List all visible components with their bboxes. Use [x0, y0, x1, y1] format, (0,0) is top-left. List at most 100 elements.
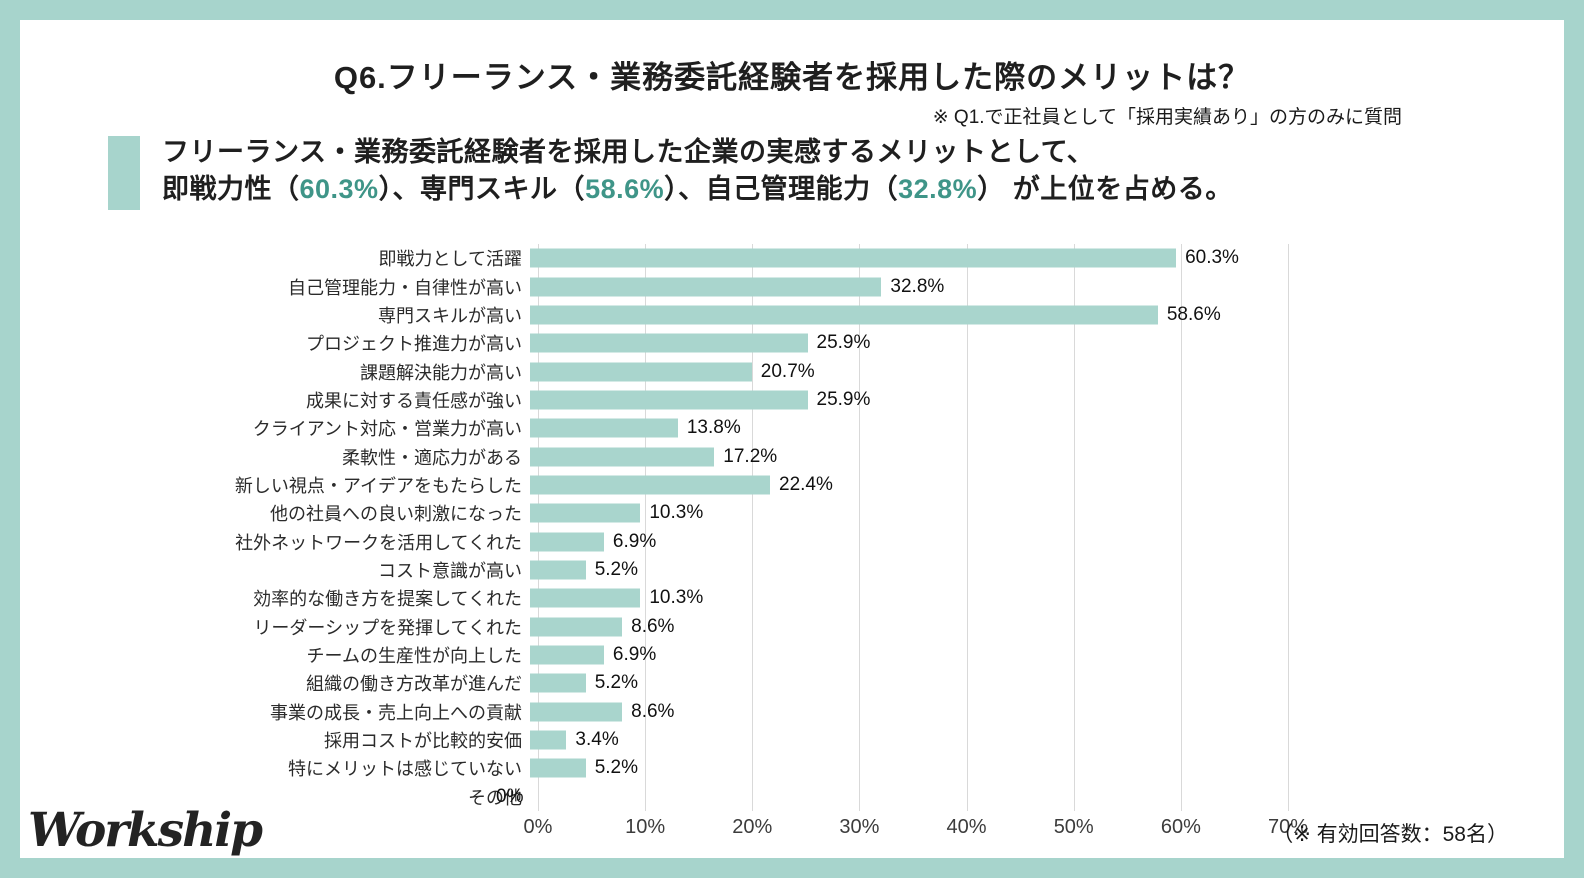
chart-row: 課題解決能力が高い 20.7%	[48, 357, 1328, 385]
bar-value-label: 6.9%	[612, 530, 657, 552]
chart-row: 成果に対する責任感が強い 25.9%	[48, 386, 1328, 414]
bar-area: 5.2%	[530, 556, 1290, 584]
bar	[530, 333, 808, 353]
bar	[530, 645, 604, 665]
chart-row: その他 0%	[48, 783, 1328, 811]
category-label: 課題解決能力が高い	[360, 362, 522, 383]
bar-value-label: 3.4%	[575, 729, 619, 751]
page-title: Q6.フリーランス・業務委託経験者を採用した際のメリットは？	[333, 60, 1251, 95]
sample-size-note: （※ 有効回答数：58名）	[1272, 823, 1508, 846]
bar	[530, 362, 752, 382]
chart-row: 即戦力として活躍 60.3%	[48, 244, 1328, 272]
bar	[530, 758, 586, 778]
x-tick-label: 10%	[625, 816, 666, 838]
gridline	[752, 244, 754, 811]
summary-line1: フリーランス・業務委託経験者を採用した企業の実感するメリットとして、	[162, 137, 1095, 167]
bar-area: 8.6%	[530, 698, 1290, 726]
x-tick-label: 60%	[1160, 816, 1201, 838]
bar-area: 3.4%	[530, 726, 1290, 754]
gridline	[1073, 244, 1075, 811]
bar-value-label: 58.6%	[1166, 303, 1221, 325]
gridline	[1180, 244, 1182, 811]
chart-row: チームの生産性が向上した 6.9%	[48, 641, 1328, 669]
category-label: コスト意識が高い	[378, 560, 522, 581]
category-label: 自己管理能力・自律性が高い	[288, 277, 522, 298]
bar-value-label: 0%	[496, 785, 524, 807]
x-axis: 0% 10% 20% 30% 40% 50% 60% 70%	[524, 816, 1308, 844]
gridline	[645, 244, 647, 811]
bar-value-label: 10.3%	[649, 587, 704, 609]
category-label: 他の社員への良い刺激になった	[270, 504, 522, 525]
bar-value-label: 32.8%	[890, 275, 945, 297]
gridline	[859, 244, 861, 811]
category-label: 柔軟性・適応力がある	[342, 447, 522, 468]
summary-pct-1: 60.3%	[299, 174, 379, 204]
gridline	[1288, 244, 1289, 811]
bar-area: 5.2%	[530, 669, 1290, 697]
chart-row: 柔軟性・適応力がある 17.2%	[48, 442, 1328, 470]
chart-row: 専門スキルが高い 58.6%	[48, 301, 1328, 329]
bar-area: 17.2%	[530, 442, 1290, 470]
bar-area: 10.3%	[530, 584, 1290, 612]
x-tick-label: 50%	[1053, 816, 1094, 838]
chart-card: Q6.フリーランス・業務委託経験者を採用した際のメリットは？ ※ Q1.で正社員…	[20, 20, 1564, 858]
chart-row: 自己管理能力・自律性が高い 32.8%	[48, 272, 1328, 300]
category-label: プロジェクト推進力が高い	[306, 334, 522, 355]
chart-row: 採用コストが比較的安価 3.4%	[48, 726, 1328, 754]
bar-area: 20.7%	[530, 357, 1290, 385]
bar-area: 6.9%	[530, 527, 1290, 555]
gridline	[966, 244, 968, 811]
bar-value-label: 25.9%	[816, 332, 871, 354]
bar-area: 6.9%	[530, 641, 1290, 669]
bar-value-label: 8.6%	[631, 700, 675, 722]
category-label: その他	[468, 787, 522, 808]
question-filter-note: ※ Q1.で正社員として「採用実績あり」の方のみに質問	[932, 107, 1402, 128]
category-label: チームの生産性が向上した	[306, 645, 522, 666]
bar	[530, 588, 641, 608]
bar-value-label: 6.9%	[612, 643, 657, 665]
bar	[530, 503, 641, 523]
summary-seg: ）、専門スキル（	[378, 174, 586, 204]
bar-value-label: 25.9%	[816, 388, 871, 410]
summary-pct-2: 58.6%	[585, 174, 665, 204]
chart-gridlines	[538, 244, 1298, 811]
chart-row: 組織の働き方改革が進んだ 5.2%	[48, 669, 1328, 697]
bar-area: 13.8%	[530, 414, 1290, 442]
x-tick-label: 0%	[523, 816, 553, 838]
bar-value-label: 5.2%	[594, 558, 639, 580]
summary-accent-bar	[108, 136, 140, 210]
bar-value-label: 5.2%	[594, 757, 639, 779]
bar	[530, 617, 623, 637]
bar	[530, 305, 1158, 325]
bar	[530, 277, 882, 297]
bar-area: 60.3%	[530, 244, 1290, 272]
bar	[530, 390, 808, 410]
category-label: 事業の成長・売上向上への貢献	[270, 702, 522, 723]
bar	[530, 560, 586, 580]
category-label: 効率的な働き方を提案してくれた	[253, 589, 522, 610]
x-tick-label: 40%	[946, 816, 987, 838]
bar-area: 5.2%	[530, 754, 1290, 782]
bar-area: 0%	[496, 783, 1290, 811]
bar-value-label: 13.8%	[686, 417, 741, 439]
bar-chart: 即戦力として活躍 60.3% 自己管理能力・自律性が高い 32.8% 専門スキル…	[48, 244, 1328, 838]
workship-logo: Workship	[28, 803, 263, 858]
chart-row: 特にメリットは感じていない 5.2%	[48, 754, 1328, 782]
chart-row: コスト意識が高い 5.2%	[48, 556, 1328, 584]
bar	[530, 475, 770, 495]
gridline	[538, 244, 539, 811]
chart-row: 他の社員への良い刺激になった 10.3%	[48, 499, 1328, 527]
bar-value-label: 8.6%	[631, 615, 675, 637]
bar	[530, 248, 1177, 268]
category-label: 社外ネットワークを活用してくれた	[235, 532, 522, 553]
bar	[530, 418, 678, 438]
bar-value-label: 17.2%	[723, 445, 778, 467]
summary-line2: 即戦力性（60.3%）、専門スキル（58.6%）、自己管理能力（32.8%） が…	[162, 174, 1233, 204]
bar-value-label: 5.2%	[594, 672, 639, 694]
category-label: 組織の働き方改革が進んだ	[306, 674, 522, 695]
bar	[530, 673, 586, 693]
bar-area: 10.3%	[530, 499, 1290, 527]
summary-seg: ）、自己管理能力（	[664, 174, 899, 204]
summary-text: フリーランス・業務委託経験者を採用した企業の実感するメリットとして、 即戦力性（…	[162, 134, 1233, 208]
